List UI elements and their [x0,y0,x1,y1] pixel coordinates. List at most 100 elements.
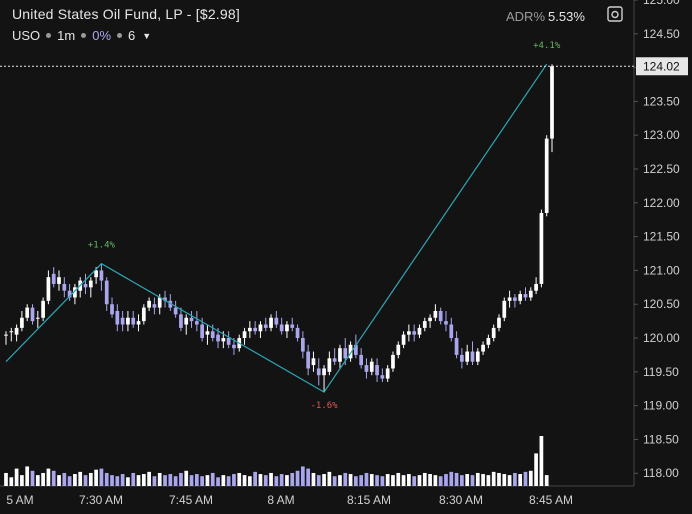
candle-body [528,290,533,298]
candle-body [200,324,204,339]
volume-bar [295,470,300,486]
candle-body [343,348,348,359]
volume-bar [396,472,401,486]
candle-body [20,317,24,328]
candle-body [460,354,464,362]
candle-body [30,307,35,322]
candle-body [62,283,67,291]
candle-body [300,338,305,352]
swing-percent-label: +4.1% [533,41,561,51]
volume-bar [449,471,454,486]
volume-bar [481,474,485,486]
swing-lines: +1.4% -1.6% +4.1% [5,41,561,411]
candle-body [385,368,390,379]
candle-body [210,331,215,339]
candle-body [274,317,279,325]
volume-bar [237,472,242,486]
volume-bar [486,475,491,486]
candle-body [444,321,448,325]
volume-bar [115,476,120,486]
swing-line [5,63,548,393]
volume-bar [210,472,215,486]
adr-label: ADR% [506,9,546,24]
volume-bar [401,475,406,486]
candle-body [491,327,496,339]
volume-bar [216,477,220,486]
price-tick-label: 119.50 [643,365,679,379]
candle-body [428,317,432,322]
candle-body [205,331,210,335]
symbol-title[interactable]: United States Oil Fund, LP - [$2.98] [12,6,240,22]
candle-body [422,321,427,328]
candle-body [279,324,284,332]
volume-bar [460,475,464,486]
time-tick-label: 7:45 AM [169,493,213,507]
volume-bar [120,474,125,486]
candle-body [126,317,130,325]
candle-body [285,324,289,332]
candle-body [67,290,72,298]
adr-value: 5.53% [548,9,585,24]
time-axis[interactable]: 5 AM 7:30 AM 7:45 AM 8 AM 8:15 AM 8:30 AM 8:45… [6,493,573,507]
volume-bar [57,475,61,486]
candle-body [550,66,554,139]
volume-bar [20,475,24,486]
candle-body [354,344,358,355]
candle-body [380,375,385,379]
candle-body [46,277,51,301]
price-axis[interactable]: 118.00 118.50 119.00 119.50 120.00 120.50 121.… [634,0,680,480]
volume-bar [380,476,385,486]
candle-body [25,307,30,318]
candle-body [513,297,517,301]
price-tick-label: 121.00 [643,263,680,277]
candle-body [41,300,45,318]
layout-count[interactable]: 6 [128,28,136,43]
volume-bar [258,474,263,486]
volume-bar [475,472,480,486]
price-tick-label: 120.00 [643,331,680,345]
ticker-label[interactable]: USO [12,28,41,43]
candle-body [136,321,141,325]
last-price-line: 124.02 [0,57,688,76]
interval-label[interactable]: 1m [57,28,76,43]
volume-bar [253,471,258,486]
candle-body [449,324,454,339]
volume-bar [338,475,342,486]
volume-bar [152,476,157,486]
price-tick-label: 122.00 [643,196,680,210]
candle-body [364,365,369,372]
candle-body [417,327,422,335]
volume-bar [369,474,374,486]
last-price-badge [636,57,688,76]
price-tick-label: 119.00 [643,399,679,413]
price-tick-label: 118.50 [643,432,679,446]
volume-bar [534,453,538,486]
camera-icon[interactable] [607,6,623,22]
volume-bar [311,472,316,486]
candle-body [152,304,157,308]
volume-bar [30,470,35,486]
candle-body [141,307,146,322]
candle-body [99,270,104,281]
volume-bar [73,474,77,486]
volume-bar [200,476,204,486]
candle-body [534,283,538,291]
time-tick-label: 8:45 AM [529,493,573,507]
volume-bar [163,475,167,486]
candle-body [338,348,342,362]
candle-body [475,351,480,362]
candle-body [396,344,401,355]
candle-body [369,361,374,372]
volume-bar [14,468,19,486]
volume-bar [364,472,369,486]
candle-body [232,344,236,349]
chevron-down-icon[interactable]: ▼ [142,30,152,41]
volume-bar [391,475,395,486]
candle-body [131,317,136,325]
volume-bar [110,475,114,486]
volume-bar [232,474,236,486]
volume-bar [327,471,332,486]
candle-body [184,317,189,325]
volume-bar [433,475,438,486]
